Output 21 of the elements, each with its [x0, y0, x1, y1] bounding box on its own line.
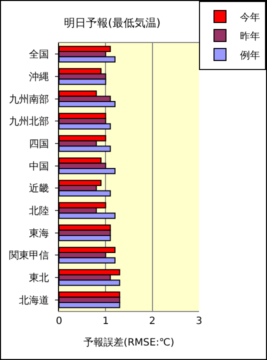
y-tick-label: 九州南部 [9, 93, 49, 106]
x-tick-label: 1 [102, 316, 109, 327]
y-tick-label: 全国 [29, 48, 49, 61]
x-tick-label: 0 [56, 316, 62, 327]
legend-label: 例年 [240, 49, 260, 62]
y-tick-label: 東北 [29, 272, 49, 284]
chart-title: 明日予報(最低気温) [64, 16, 161, 30]
y-tick-label: 中国 [29, 160, 49, 172]
y-tick-label: 四国 [29, 139, 49, 150]
y-tick-label: 北海道 [19, 294, 49, 306]
y-tick-label: 東海 [29, 227, 49, 240]
y-tick-label: 近畿 [29, 182, 49, 195]
legend-label: 昨年 [240, 30, 260, 42]
x-tick-label: 2 [149, 316, 156, 327]
y-tick-label: 九州北部 [9, 116, 49, 128]
y-tick-label: 北陸 [29, 205, 49, 217]
x-tick-label: 3 [196, 316, 202, 327]
y-tick-label: 沖縄 [29, 71, 49, 83]
y-tick-label: 関東甲信 [9, 250, 49, 262]
legend-label: 今年 [240, 11, 260, 24]
x-axis-title: 予報誤差(RMSE:℃) [84, 336, 174, 348]
